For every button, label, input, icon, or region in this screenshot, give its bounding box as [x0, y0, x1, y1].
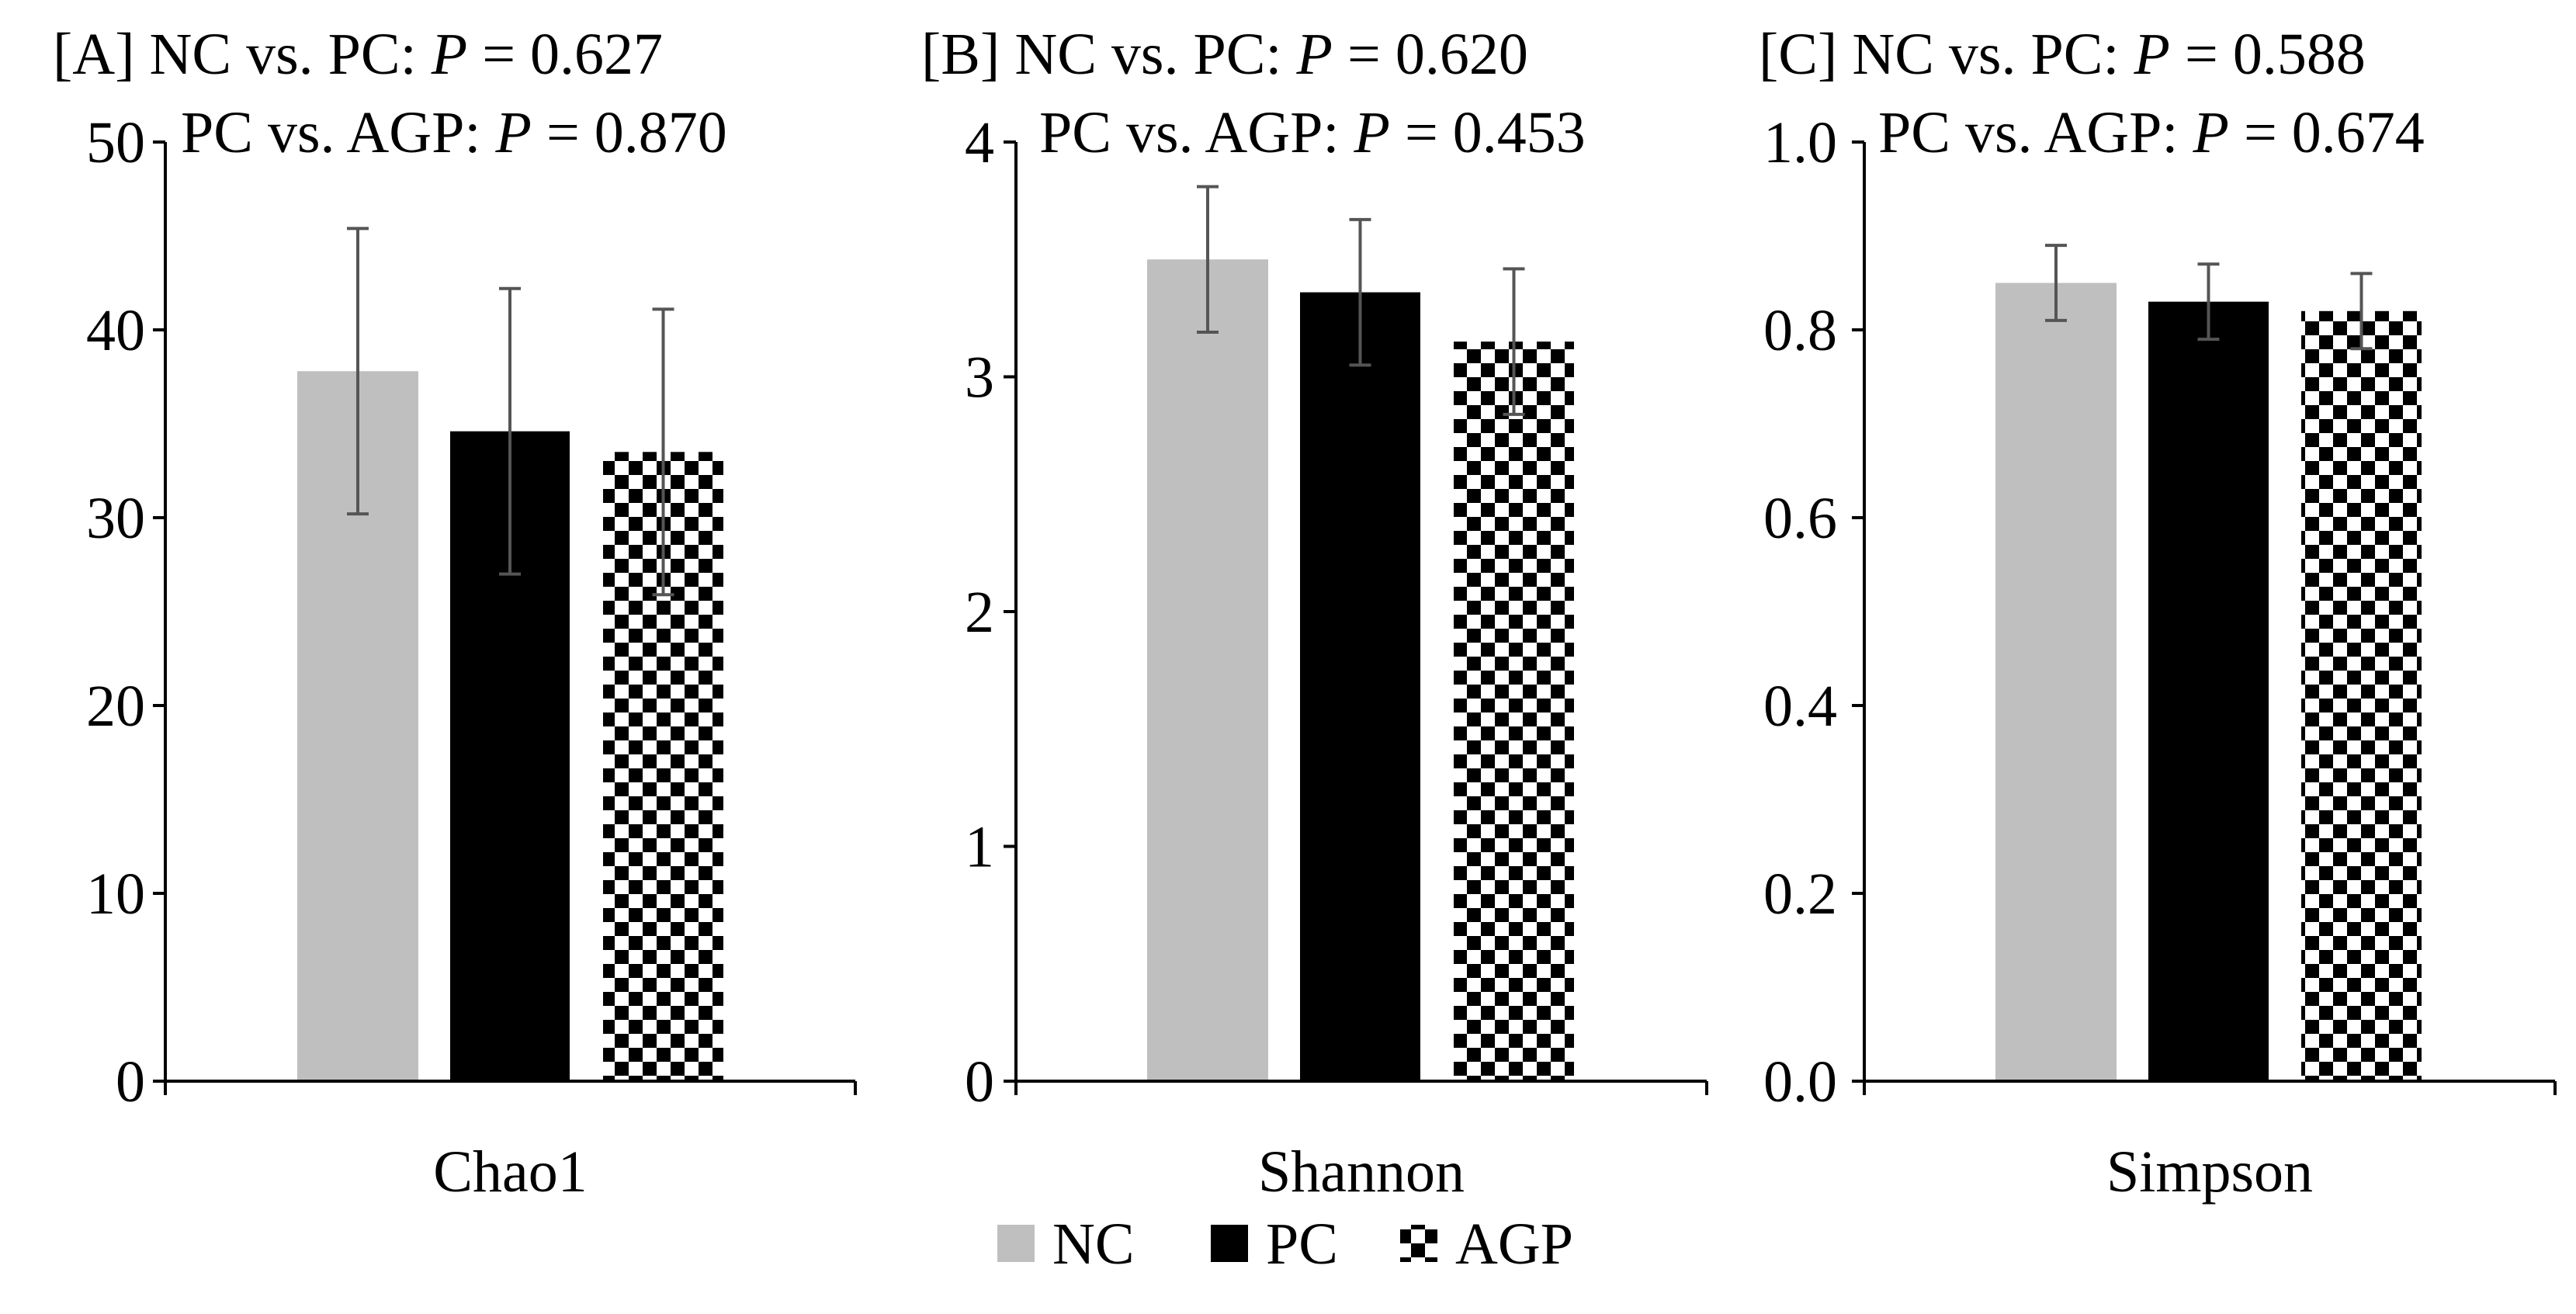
y-tick-label: 1 — [965, 815, 994, 880]
bar-agp — [1454, 342, 1574, 1081]
x-axis-label: Chao1 — [433, 1139, 587, 1205]
p-value: = 0.453 — [1390, 100, 1586, 165]
y-tick-label: 40 — [86, 298, 145, 363]
y-tick-label: 4 — [965, 110, 994, 175]
bar-pc — [1300, 292, 1420, 1082]
p-symbol: P — [431, 22, 467, 87]
legend-swatch-nc — [997, 1225, 1035, 1262]
y-tick-label: 0 — [116, 1049, 145, 1115]
bar-nc — [1147, 259, 1268, 1081]
p-value: = 0.870 — [532, 100, 727, 165]
y-tick-label: 0.8 — [1763, 298, 1837, 363]
y-tick-label: 0.4 — [1763, 674, 1837, 739]
comparison-label: NC vs. PC: — [1014, 22, 1296, 87]
stat-annotation: PC vs. AGP: P = 0.870 — [181, 100, 727, 165]
chart-panel: 0 10 20 30 40 50 Chao1 [A] NC vs. PC: P = 0.627… — [53, 22, 857, 1205]
y-tick-label: 20 — [86, 674, 145, 739]
p-symbol: P — [1296, 22, 1333, 87]
panel-label: [A] — [53, 22, 150, 87]
p-value: = 0.588 — [2170, 22, 2366, 87]
stat-annotation: [B] NC vs. PC: P = 0.620 — [921, 22, 1528, 87]
y-tick-label: 0.0 — [1763, 1049, 1837, 1115]
y-tick-label: 50 — [86, 110, 145, 175]
bar-agp — [2301, 310, 2422, 1081]
chart-panel: 0 1 2 3 4 Shannon [B] NC vs. PC: P = 0.620 PC v… — [921, 22, 1708, 1205]
y-tick-label: 0.2 — [1763, 862, 1837, 927]
legend-swatch-agp — [1400, 1225, 1437, 1262]
comparison-label: PC vs. AGP: — [1039, 100, 1354, 165]
stat-annotation: [C] NC vs. PC: P = 0.588 — [1759, 22, 2366, 87]
y-tick-label: 10 — [86, 862, 145, 927]
x-axis-label: Shannon — [1258, 1139, 1465, 1205]
panel-label: [B] — [921, 22, 1014, 87]
comparison-label: PC vs. AGP: — [1878, 100, 2193, 165]
p-value: = 0.620 — [1333, 22, 1528, 87]
y-tick-label: 3 — [965, 345, 994, 411]
comparison-label: NC vs. PC: — [1852, 22, 2134, 87]
legend-label-agp: AGP — [1455, 1212, 1573, 1277]
legend-swatch-pc — [1211, 1225, 1248, 1262]
p-symbol: P — [1354, 100, 1390, 165]
comparison-label: NC vs. PC: — [150, 22, 432, 87]
stat-annotation: PC vs. AGP: P = 0.674 — [1878, 100, 2425, 165]
stat-annotation: PC vs. AGP: P = 0.453 — [1039, 100, 1586, 165]
p-value: = 0.627 — [467, 22, 663, 87]
chart-panel: 0.0 0.2 0.4 0.6 0.8 1.0 Simpson [C] NC vs. PC: … — [1759, 22, 2557, 1205]
bar-nc — [1995, 283, 2117, 1081]
comparison-label: PC vs. AGP: — [181, 100, 496, 165]
p-value: = 0.674 — [2229, 100, 2425, 165]
y-tick-label: 0.6 — [1763, 486, 1837, 551]
p-symbol: P — [495, 100, 532, 165]
y-tick-label: 2 — [965, 580, 994, 645]
legend-label-pc: PC — [1266, 1212, 1338, 1277]
stat-annotation: [A] NC vs. PC: P = 0.627 — [53, 22, 663, 87]
p-symbol: P — [2134, 22, 2170, 87]
panel-label: [C] — [1759, 22, 1852, 87]
p-symbol: P — [2193, 100, 2229, 165]
y-tick-label: 0 — [965, 1049, 994, 1115]
bar-pc — [2148, 301, 2269, 1081]
y-tick-label: 30 — [86, 486, 145, 551]
y-tick-label: 1.0 — [1763, 110, 1837, 175]
x-axis-label: Simpson — [2106, 1139, 2313, 1205]
legend-label-nc: NC — [1052, 1212, 1135, 1277]
legend: NC PC AGP — [997, 1212, 1573, 1277]
